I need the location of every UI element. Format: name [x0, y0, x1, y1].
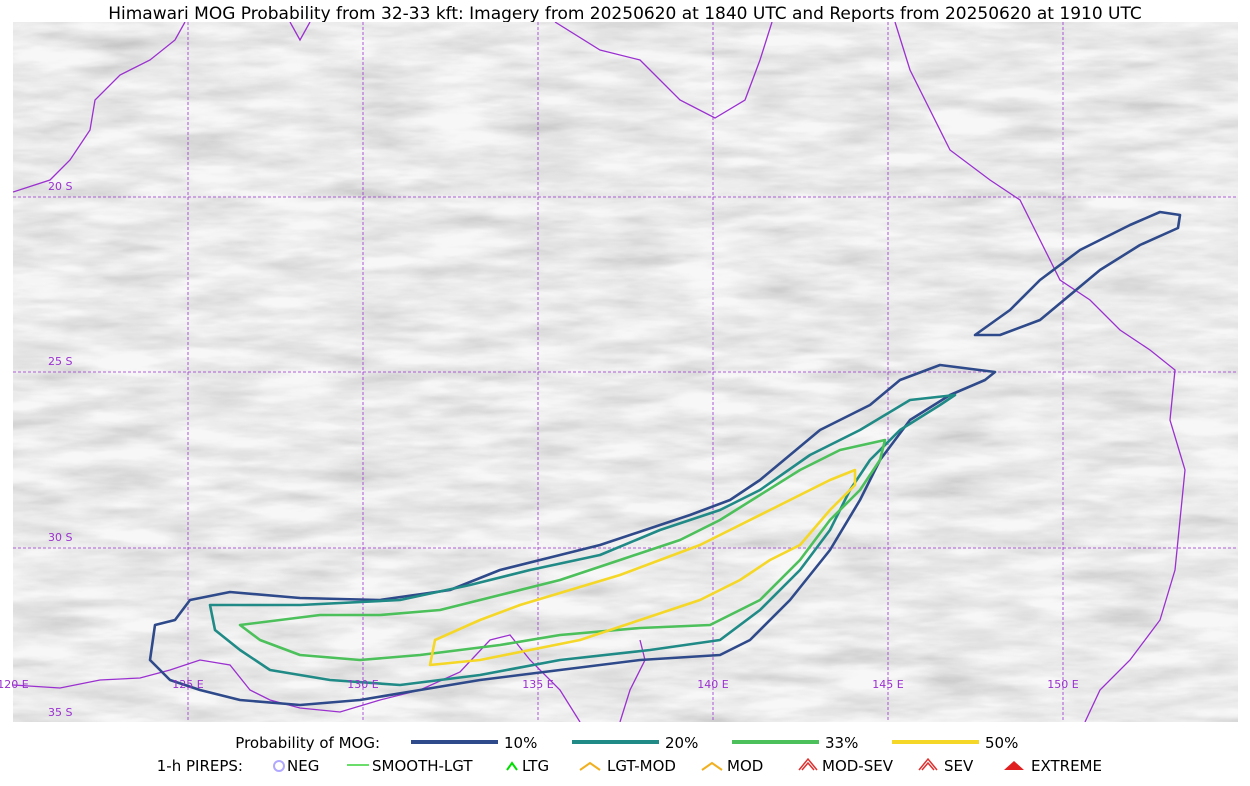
- extreme-symbol: [1004, 761, 1024, 770]
- coastline: [289, 22, 311, 42]
- legend-label: 10%: [504, 734, 537, 752]
- legend-label: 50%: [985, 734, 1018, 752]
- contour-20: [208, 393, 957, 687]
- legend-label: LGT-MOD: [607, 757, 676, 775]
- lon-label: 120 E: [0, 678, 29, 691]
- lon-label: 145 E: [872, 678, 903, 691]
- legend-label: 33%: [825, 734, 858, 752]
- coastlines: [13, 22, 1186, 722]
- contour-10: [973, 210, 1182, 337]
- legend-pireps: 1-h PIREPS: NEG SMOOTH-LGT LTG LGT-MOD M…: [157, 757, 1102, 775]
- contour-33: [238, 438, 887, 662]
- graticule: [13, 22, 1238, 722]
- lgt-mod-symbol: [579, 761, 601, 771]
- sev-symbol: [918, 757, 938, 771]
- legend-label: MOD: [727, 757, 763, 775]
- legend-probability: Probability of MOG: 10% 20% 33% 50%: [235, 734, 1018, 752]
- coastline: [13, 634, 581, 722]
- lat-label: 35 S: [48, 706, 72, 719]
- lon-labels: 120 E 125 E 130 E 135 E 140 E 145 E 150 …: [0, 678, 1079, 691]
- mod-symbol: [701, 761, 723, 771]
- legend-label: MOD-SEV: [822, 757, 894, 775]
- legend-label: NEG: [287, 757, 319, 775]
- lat-labels: 20 S 25 S 30 S 35 S: [48, 180, 72, 719]
- lat-label: 20 S: [48, 180, 72, 193]
- coastline: [13, 22, 186, 193]
- coastline: [554, 22, 773, 119]
- lon-label: 135 E: [522, 678, 553, 691]
- lon-label: 130 E: [347, 678, 378, 691]
- legend-label: 20%: [665, 734, 698, 752]
- legend-title: Probability of MOG:: [235, 734, 380, 752]
- lon-label: 140 E: [697, 678, 728, 691]
- lon-label: 125 E: [172, 678, 203, 691]
- coastline: [894, 22, 1186, 722]
- legend-label: LTG: [522, 757, 549, 775]
- legend-title: 1-h PIREPS:: [157, 757, 243, 775]
- lon-label: 150 E: [1047, 678, 1078, 691]
- map: 20 S 25 S 30 S 35 S: [13, 22, 1238, 722]
- lat-label: 30 S: [48, 531, 72, 544]
- neg-symbol: [273, 760, 285, 772]
- legend-label: SMOOTH-LGT: [372, 757, 473, 775]
- mod-sev-symbol: [798, 757, 818, 771]
- probability-contours: [148, 210, 1182, 707]
- contour-10: [148, 363, 997, 707]
- lat-label: 25 S: [48, 355, 72, 368]
- contour-50: [428, 468, 857, 667]
- ltg-symbol: [506, 761, 518, 771]
- legend-label: EXTREME: [1031, 757, 1102, 775]
- title: Himawari MOG Probability from 32-33 kft:…: [108, 4, 1142, 24]
- legend-label: SEV: [944, 757, 974, 775]
